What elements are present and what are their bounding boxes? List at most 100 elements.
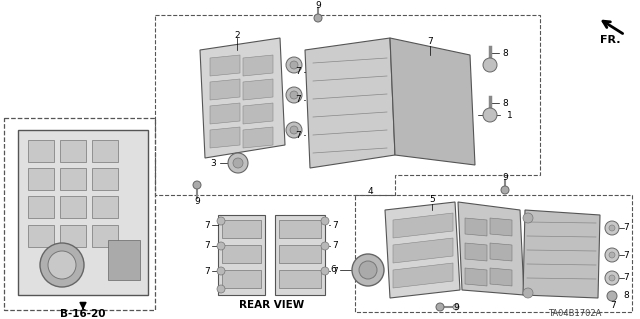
- Polygon shape: [243, 79, 273, 100]
- Circle shape: [228, 153, 248, 173]
- Bar: [222, 220, 261, 238]
- Circle shape: [609, 275, 615, 281]
- Text: 8: 8: [502, 48, 508, 57]
- Polygon shape: [4, 118, 155, 310]
- Circle shape: [290, 126, 298, 134]
- Bar: [108, 240, 140, 280]
- Text: 9: 9: [194, 197, 200, 206]
- Polygon shape: [458, 202, 524, 295]
- Text: 9: 9: [502, 173, 508, 182]
- Circle shape: [453, 304, 459, 310]
- Text: 8: 8: [502, 99, 508, 108]
- Text: 9: 9: [453, 302, 459, 311]
- Circle shape: [321, 242, 329, 250]
- Text: 7: 7: [204, 241, 210, 250]
- Polygon shape: [390, 38, 475, 165]
- Circle shape: [217, 217, 225, 225]
- Circle shape: [286, 57, 302, 73]
- Text: 7: 7: [623, 273, 629, 283]
- Polygon shape: [490, 218, 512, 236]
- Polygon shape: [243, 55, 273, 76]
- Polygon shape: [200, 38, 285, 158]
- Polygon shape: [523, 210, 600, 298]
- Polygon shape: [385, 202, 460, 298]
- Circle shape: [352, 254, 384, 286]
- Polygon shape: [393, 263, 453, 288]
- Text: 4: 4: [367, 188, 373, 197]
- Polygon shape: [243, 127, 273, 148]
- Circle shape: [605, 221, 619, 235]
- Circle shape: [40, 243, 84, 287]
- Circle shape: [607, 291, 617, 301]
- Polygon shape: [210, 55, 240, 76]
- Polygon shape: [243, 103, 273, 124]
- Circle shape: [436, 303, 444, 311]
- Polygon shape: [393, 213, 453, 238]
- Text: 2: 2: [234, 31, 240, 40]
- Circle shape: [523, 213, 533, 223]
- Circle shape: [483, 108, 497, 122]
- Text: 7: 7: [204, 220, 210, 229]
- Circle shape: [290, 61, 298, 69]
- Circle shape: [217, 285, 225, 293]
- Bar: [60, 225, 86, 247]
- Bar: [92, 140, 118, 162]
- Text: 1: 1: [507, 110, 513, 120]
- Circle shape: [290, 91, 298, 99]
- Text: 8: 8: [623, 292, 629, 300]
- Text: 7: 7: [295, 95, 301, 105]
- Text: FR.: FR.: [600, 35, 620, 45]
- Text: 7: 7: [295, 130, 301, 139]
- Polygon shape: [490, 243, 512, 261]
- Text: 7: 7: [623, 224, 629, 233]
- Circle shape: [233, 158, 243, 168]
- Bar: [28, 196, 54, 218]
- Text: 7: 7: [623, 250, 629, 259]
- Text: 7: 7: [332, 220, 338, 229]
- Text: 5: 5: [429, 196, 435, 204]
- Circle shape: [501, 186, 509, 194]
- Polygon shape: [490, 268, 512, 286]
- Circle shape: [321, 217, 329, 225]
- Text: 7: 7: [427, 38, 433, 47]
- Bar: [28, 225, 54, 247]
- Circle shape: [193, 181, 201, 189]
- Circle shape: [483, 58, 497, 72]
- Circle shape: [286, 122, 302, 138]
- Circle shape: [605, 248, 619, 262]
- Bar: [279, 270, 321, 288]
- Circle shape: [217, 242, 225, 250]
- Circle shape: [359, 261, 377, 279]
- Polygon shape: [218, 215, 265, 295]
- Polygon shape: [465, 243, 487, 261]
- Circle shape: [605, 271, 619, 285]
- Bar: [60, 168, 86, 190]
- Polygon shape: [465, 218, 487, 236]
- Polygon shape: [393, 238, 453, 263]
- Text: 7: 7: [332, 241, 338, 250]
- Bar: [28, 140, 54, 162]
- Polygon shape: [465, 268, 487, 286]
- Text: 3: 3: [210, 159, 216, 167]
- Polygon shape: [210, 103, 240, 124]
- Text: 9: 9: [315, 2, 321, 11]
- Bar: [28, 168, 54, 190]
- Text: 7: 7: [295, 68, 301, 77]
- Bar: [60, 196, 86, 218]
- Circle shape: [217, 267, 225, 275]
- Polygon shape: [210, 79, 240, 100]
- Polygon shape: [275, 215, 325, 295]
- Text: 6: 6: [330, 265, 336, 275]
- Bar: [60, 140, 86, 162]
- Circle shape: [523, 288, 533, 298]
- Bar: [92, 225, 118, 247]
- Text: REAR VIEW: REAR VIEW: [239, 300, 305, 310]
- Bar: [222, 245, 261, 263]
- Polygon shape: [18, 130, 148, 295]
- Circle shape: [286, 87, 302, 103]
- Polygon shape: [210, 127, 240, 148]
- Text: 7: 7: [610, 300, 616, 309]
- Text: TA04B1702A: TA04B1702A: [548, 308, 602, 317]
- Circle shape: [321, 267, 329, 275]
- Circle shape: [314, 14, 322, 22]
